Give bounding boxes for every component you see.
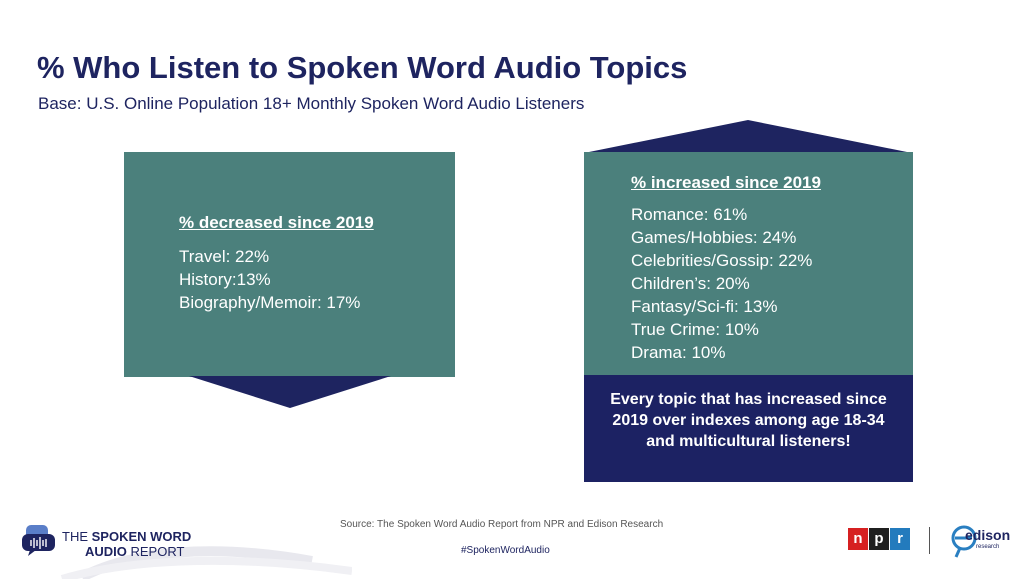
up-arrow-shape	[584, 120, 912, 153]
list-item: Fantasy/Sci-fi: 13%	[631, 297, 778, 316]
list-item: Games/Hobbies: 24%	[631, 228, 797, 247]
logo-word: AUDIO	[85, 544, 131, 559]
increased-panel: % increased since 2019 Romance: 61% Game…	[584, 152, 913, 375]
edison-name: edison	[965, 527, 1011, 543]
down-arrow-shape	[189, 376, 391, 408]
logo-divider	[929, 527, 930, 554]
increased-note: Every topic that has increased since 201…	[584, 375, 913, 482]
npr-logo: n p r	[848, 528, 911, 550]
npr-letter: n	[848, 528, 868, 550]
list-item: True Crime: 10%	[631, 320, 759, 339]
list-item: Drama: 10%	[631, 343, 726, 362]
decreased-panel: % decreased since 2019 Travel: 22% Histo…	[124, 152, 455, 377]
list-item: Children’s: 20%	[631, 274, 750, 293]
decreased-heading: % decreased since 2019	[179, 213, 374, 232]
logo-word: SPOKEN WORD	[91, 529, 192, 544]
edison-sub: research	[976, 544, 1000, 550]
report-logo: THE SPOKEN WORD AUDIO REPORT	[22, 521, 352, 579]
edison-e-icon	[951, 525, 977, 558]
npr-letter: p	[869, 528, 889, 550]
list-item: History:13%	[179, 270, 271, 289]
source-note: Source: The Spoken Word Audio Report fro…	[340, 519, 664, 530]
list-item: Romance: 61%	[631, 205, 748, 224]
list-item: Biography/Memoir: 17%	[179, 293, 361, 312]
decreased-list: Travel: 22% History:13% Biography/Memoir…	[179, 245, 360, 314]
page-subtitle: Base: U.S. Online Population 18+ Monthly…	[38, 94, 585, 113]
list-item: Celebrities/Gossip: 22%	[631, 251, 813, 270]
page-title: % Who Listen to Spoken Word Audio Topics	[37, 50, 688, 85]
hashtag: #SpokenWordAudio	[461, 545, 550, 556]
speech-bubbles-icon	[22, 525, 352, 579]
npr-letter: r	[890, 528, 910, 550]
logo-word: THE	[62, 529, 92, 544]
logo-word: REPORT	[130, 544, 185, 559]
edison-logo: edison research	[950, 524, 1010, 560]
report-logo-text: THE SPOKEN WORD AUDIO REPORT	[62, 529, 191, 559]
increased-heading: % increased since 2019	[631, 173, 821, 192]
increased-list: Romance: 61% Games/Hobbies: 24% Celebrit…	[631, 203, 812, 364]
list-item: Travel: 22%	[179, 247, 270, 266]
audio-wave-icon	[30, 537, 47, 549]
